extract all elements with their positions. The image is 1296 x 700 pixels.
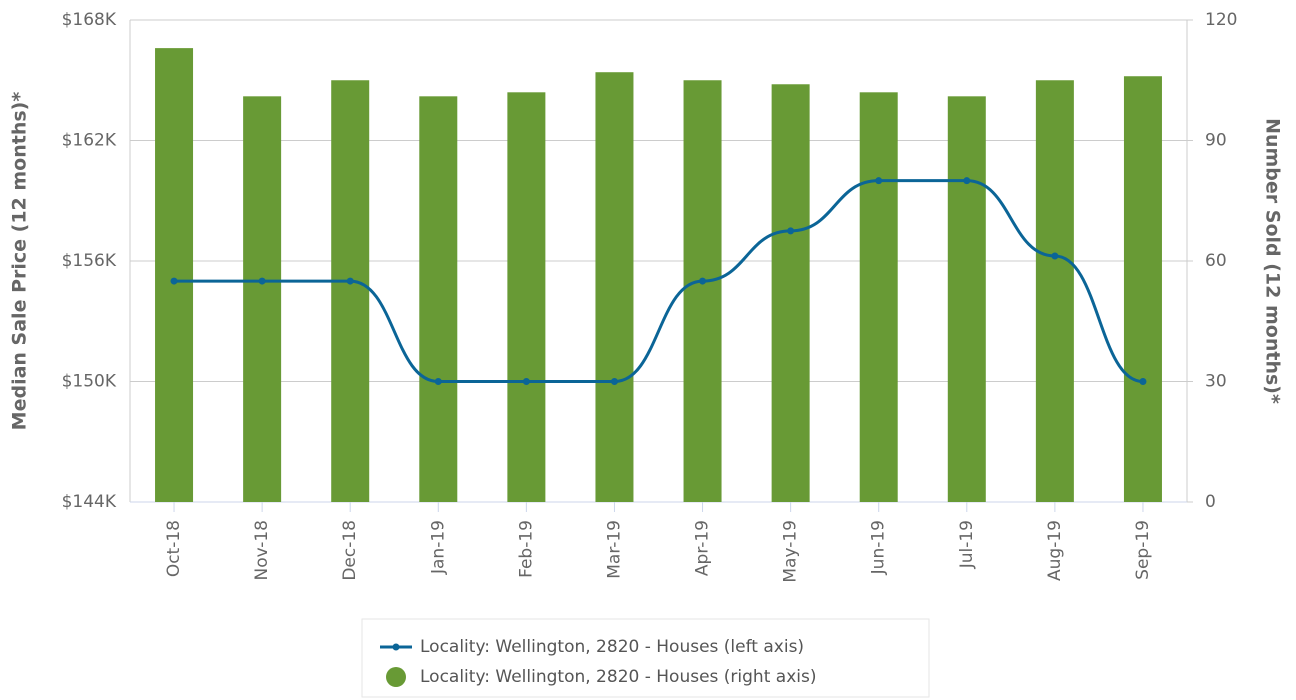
- x-tick-label: May-19: [781, 520, 801, 583]
- bar: [243, 96, 282, 503]
- bar: [771, 84, 810, 503]
- x-tick-label: Apr-19: [693, 520, 713, 576]
- bar: [947, 96, 986, 503]
- line: [174, 179, 1144, 384]
- y2-tick-label: 120: [1205, 10, 1237, 30]
- y2-tick-label: 0: [1205, 492, 1216, 512]
- y-axis-title: Median Sale Price (12 months)*: [9, 92, 31, 431]
- bar: [507, 92, 546, 503]
- y-tick-label: $162K: [62, 131, 117, 151]
- y-tick-label: $168K: [62, 10, 117, 30]
- bar: [1123, 76, 1162, 502]
- x-tick-label: Jun-19: [869, 520, 889, 575]
- x-tick-label: Oct-18: [164, 520, 184, 577]
- bar: [155, 48, 194, 502]
- x-tick-label: Jan-19: [428, 520, 448, 575]
- x-tick-label: Nov-18: [252, 520, 272, 581]
- legend-label: Locality: Wellington, 2820 - Houses (lef…: [420, 637, 804, 657]
- y2-tick-label: 60: [1205, 251, 1227, 271]
- y2-tick-label: 30: [1205, 372, 1227, 392]
- bar: [331, 80, 370, 502]
- legend-box: [361, 618, 930, 698]
- point: [963, 177, 971, 185]
- y-tick-label: $156K: [62, 251, 117, 271]
- point: [875, 177, 883, 185]
- bar: [595, 72, 634, 502]
- bar: [1035, 80, 1074, 502]
- x-tick-label: Sep-19: [1133, 520, 1153, 580]
- y-tick-label: $150K: [62, 372, 117, 392]
- point: [258, 277, 266, 285]
- bar: [683, 80, 722, 502]
- x-tick-label: Dec-18: [340, 520, 360, 581]
- y2-tick-label: 90: [1205, 131, 1227, 151]
- point: [1139, 378, 1147, 385]
- y-tick-label: $144K: [62, 492, 117, 512]
- legend-symbol: [386, 667, 406, 687]
- x-tick-label: Jul-19: [957, 520, 977, 569]
- point: [787, 227, 795, 235]
- legend-label: Locality: Wellington, 2820 - Houses (rig…: [420, 667, 816, 687]
- legend-symbol: [392, 643, 400, 651]
- point: [170, 277, 178, 285]
- bar: [419, 96, 458, 503]
- point: [1051, 252, 1059, 260]
- point: [699, 277, 707, 285]
- x-tick-label: Aug-19: [1045, 520, 1065, 581]
- point: [346, 277, 354, 285]
- x-tick-label: Mar-19: [604, 520, 624, 579]
- bar: [859, 92, 898, 503]
- point: [610, 378, 618, 385]
- x-tick-label: Feb-19: [516, 520, 536, 578]
- y2-axis-title: Number Sold (12 months)*: [1262, 118, 1284, 404]
- point: [522, 378, 530, 385]
- point: [434, 378, 442, 385]
